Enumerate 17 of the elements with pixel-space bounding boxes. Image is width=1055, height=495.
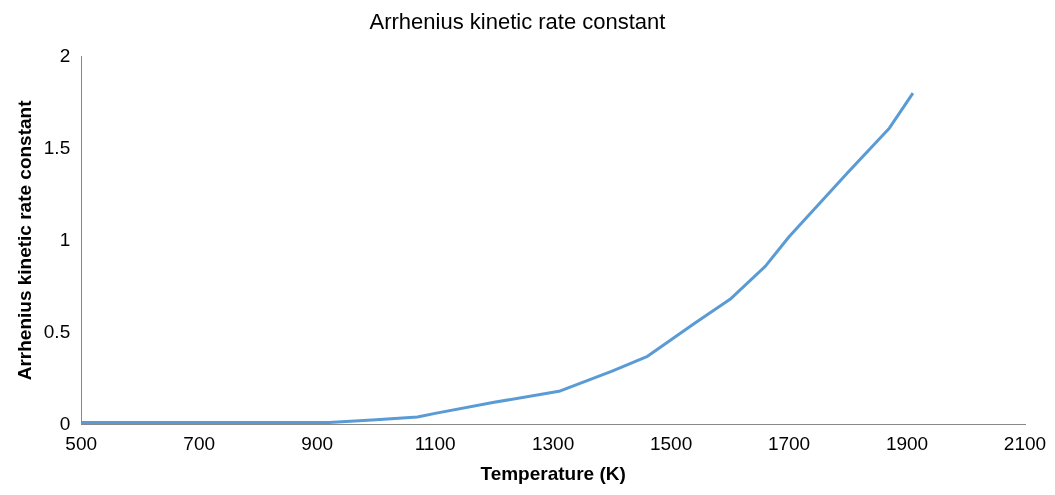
x-axis-title: Temperature (K) <box>480 462 626 484</box>
x-tick-label: 700 <box>183 433 216 455</box>
y-axis-title: Arrhenius kinetic rate constant <box>13 99 35 381</box>
x-tick-label: 1500 <box>649 433 693 455</box>
x-tick-label: 1700 <box>767 433 811 455</box>
y-tick-label: 1 <box>59 228 71 250</box>
x-tick-label: 2100 <box>1003 433 1047 455</box>
x-tick-label: 1100 <box>414 433 456 455</box>
x-tick-label: 1900 <box>885 433 929 455</box>
x-tick-label: 500 <box>65 433 98 455</box>
y-tick-label: 0 <box>59 412 71 434</box>
y-tick-label: 2 <box>59 44 71 66</box>
x-tick-label: 900 <box>301 433 334 455</box>
x-tick-label: 1300 <box>531 433 575 455</box>
y-tick-label: 0.5 <box>43 320 71 342</box>
y-tick-label: 1.5 <box>43 136 71 158</box>
chart-title: Arrhenius kinetic rate constant <box>369 9 666 35</box>
